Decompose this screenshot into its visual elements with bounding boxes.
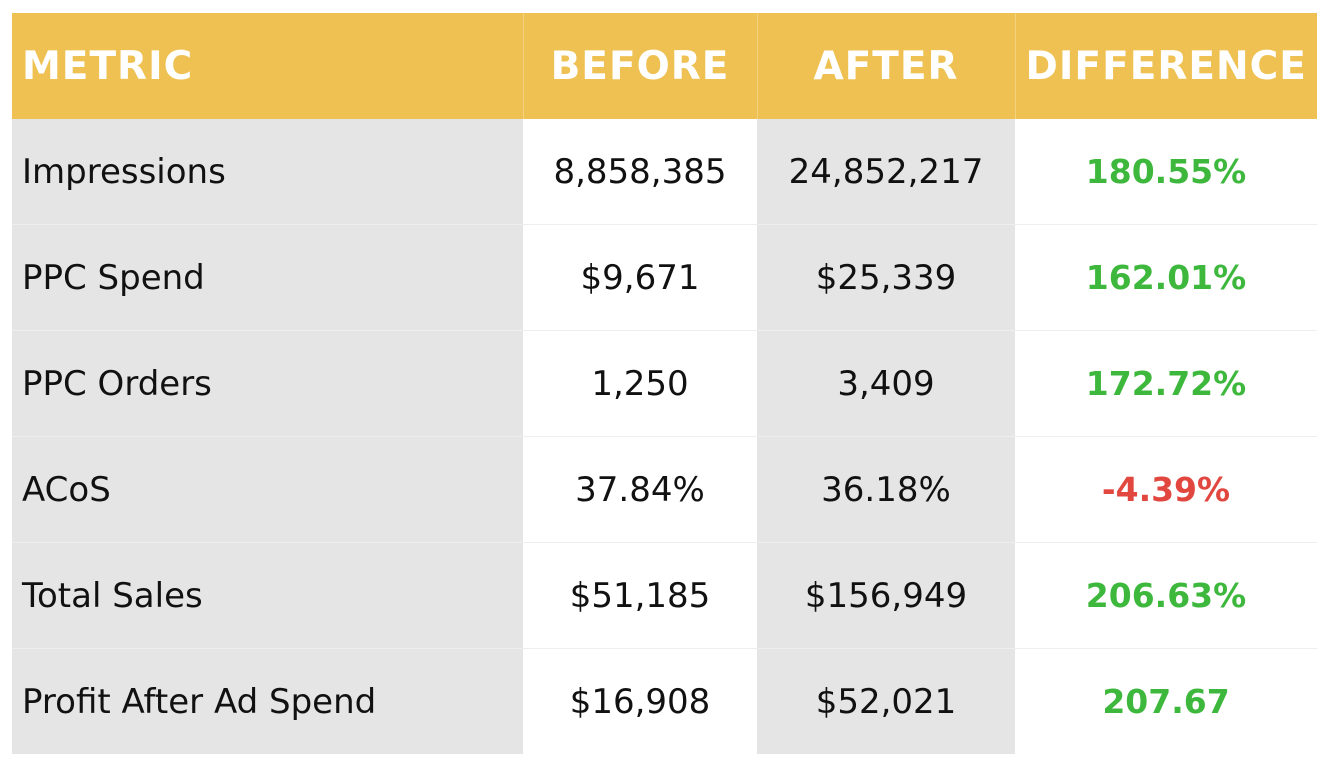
table-row: Profit After Ad Spend $16,908 $52,021 20… xyxy=(12,648,1317,754)
metric-cell: Impressions xyxy=(12,119,523,225)
header-metric: METRIC xyxy=(12,13,524,119)
metric-cell: PPC Orders xyxy=(12,330,523,437)
metric-cell: PPC Spend xyxy=(12,224,523,331)
difference-cell: 206.63% xyxy=(1015,542,1317,649)
after-cell: 36.18% xyxy=(757,436,1015,543)
table-row: PPC Spend $9,671 $25,339 162.01% xyxy=(12,224,1317,331)
before-cell: 8,858,385 xyxy=(523,119,757,225)
header-before: BEFORE xyxy=(523,13,758,119)
after-cell: $52,021 xyxy=(757,648,1015,754)
difference-cell: 180.55% xyxy=(1015,119,1317,225)
difference-cell: 162.01% xyxy=(1015,224,1317,331)
difference-cell: 207.67 xyxy=(1015,648,1317,754)
header-row: METRIC BEFORE AFTER DIFFERENCE xyxy=(12,13,1317,119)
difference-cell: -4.39% xyxy=(1015,436,1317,543)
table-header: METRIC BEFORE AFTER DIFFERENCE xyxy=(12,13,1317,119)
after-cell: $156,949 xyxy=(757,542,1015,649)
before-cell: $16,908 xyxy=(523,648,757,754)
before-cell: $51,185 xyxy=(523,542,757,649)
metric-cell: ACoS xyxy=(12,436,523,543)
table-row: ACoS 37.84% 36.18% -4.39% xyxy=(12,436,1317,543)
after-cell: $25,339 xyxy=(757,224,1015,331)
difference-cell: 172.72% xyxy=(1015,330,1317,437)
before-cell: $9,671 xyxy=(523,224,757,331)
table-row: Impressions 8,858,385 24,852,217 180.55% xyxy=(12,119,1317,225)
header-difference: DIFFERENCE xyxy=(1015,13,1317,119)
after-cell: 3,409 xyxy=(757,330,1015,437)
after-cell: 24,852,217 xyxy=(757,119,1015,225)
metric-cell: Total Sales xyxy=(12,542,523,649)
before-cell: 37.84% xyxy=(523,436,757,543)
metric-cell: Profit After Ad Spend xyxy=(12,648,523,754)
before-cell: 1,250 xyxy=(523,330,757,437)
header-after: AFTER xyxy=(757,13,1016,119)
table-body: Impressions 8,858,385 24,852,217 180.55%… xyxy=(12,119,1317,754)
metrics-comparison-table: METRIC BEFORE AFTER DIFFERENCE Impressio… xyxy=(12,13,1317,754)
table-row: Total Sales $51,185 $156,949 206.63% xyxy=(12,542,1317,649)
table-row: PPC Orders 1,250 3,409 172.72% xyxy=(12,330,1317,437)
